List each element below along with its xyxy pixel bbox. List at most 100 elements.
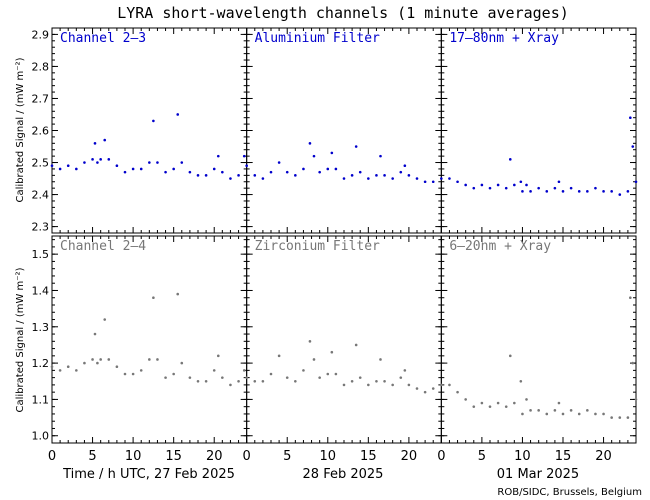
data-point [358, 170, 362, 174]
y-tick-label: 1.4 [32, 284, 50, 297]
data-point [204, 174, 208, 177]
x-tick-label: 15 [555, 449, 572, 464]
data-point [504, 405, 508, 408]
x-tick-label: 0 [243, 449, 251, 464]
data-point [93, 142, 97, 145]
data-point [66, 164, 70, 168]
day-label-3: 01 Mar 2025 [497, 467, 579, 482]
data-point [58, 167, 62, 171]
data-point [334, 167, 338, 171]
data-point [367, 177, 370, 180]
data-point [431, 180, 435, 184]
data-point [172, 167, 175, 171]
data-point [156, 358, 159, 361]
data-point [561, 412, 565, 416]
data-point [448, 177, 451, 180]
data-point [569, 409, 573, 412]
day-label-2: 28 Feb 2025 [303, 467, 384, 482]
data-point [229, 383, 232, 387]
data-point [594, 412, 597, 416]
data-point [148, 358, 151, 361]
data-point [212, 167, 216, 171]
x-tick-label: 10 [320, 449, 337, 464]
data-point [221, 170, 224, 174]
data-point [472, 405, 476, 408]
data-point [375, 174, 378, 177]
data-point [431, 387, 435, 390]
data-point [164, 170, 167, 174]
data-point [152, 296, 155, 300]
data-point [496, 183, 500, 187]
data-point [176, 113, 180, 116]
data-point [180, 161, 184, 164]
data-point [103, 138, 107, 142]
y-tick-label: 2.3 [32, 221, 50, 234]
data-point [245, 164, 248, 168]
data-point [115, 164, 119, 168]
data-point [519, 180, 523, 184]
data-point [107, 358, 111, 361]
data-point [50, 365, 54, 369]
data-point [350, 174, 354, 177]
data-point [66, 365, 70, 369]
data-point [440, 177, 443, 180]
x-tick-label: 5 [283, 449, 291, 464]
data-point [358, 376, 362, 379]
data-point [354, 343, 358, 347]
panel-frame [51, 235, 248, 444]
data-point [577, 190, 581, 193]
data-point [99, 158, 102, 161]
data-point [629, 116, 632, 119]
data-point [529, 409, 532, 412]
data-point [294, 379, 297, 383]
data-point [302, 369, 305, 372]
data-point [391, 383, 394, 387]
data-point [342, 383, 346, 387]
data-point [156, 161, 159, 164]
data-point [537, 409, 540, 412]
data-point [383, 174, 386, 177]
y-tick-label: 1.2 [32, 357, 50, 370]
data-point [415, 387, 419, 390]
data-point [96, 161, 99, 164]
data-point [164, 376, 167, 379]
data-point [237, 379, 240, 383]
data-point [448, 383, 451, 387]
data-point [176, 292, 180, 296]
x-tick-label: 20 [595, 449, 612, 464]
data-point [285, 170, 289, 174]
data-point [618, 416, 622, 419]
x-tick-label: 10 [125, 449, 142, 464]
y-tick-label: 2.9 [32, 28, 50, 41]
data-point [508, 158, 512, 161]
data-point [216, 354, 220, 358]
x-tick-label: 5 [478, 449, 486, 464]
x-tick-label: 0 [48, 449, 56, 464]
y-tick-label: 2.8 [32, 60, 50, 73]
data-point [242, 369, 246, 372]
data-point [123, 170, 127, 174]
panel-frame [51, 27, 248, 234]
y-tick-label: 1.5 [32, 248, 50, 261]
y-tick-label: 1.0 [32, 430, 50, 443]
chart-marks: 2.3 2.4 2.5 2.6 2.7 2.8 2.9 Channel 2–3 Aluminiu… [32, 27, 638, 464]
credit-label: ROB/SIDC, Brussels, Belgium [497, 487, 642, 498]
data-point [407, 174, 411, 177]
data-point [269, 170, 273, 174]
data-point [350, 379, 354, 383]
data-point [302, 167, 305, 171]
data-point [415, 177, 419, 180]
panel-label: Zirconium Filter [255, 239, 380, 254]
data-point [618, 193, 622, 196]
data-point [99, 358, 102, 361]
x-tick-label: 20 [401, 449, 418, 464]
data-point [180, 361, 184, 365]
data-point [399, 376, 403, 379]
data-point [634, 180, 638, 184]
data-point [334, 372, 338, 376]
data-point [403, 369, 407, 372]
panel-label: Channel 2–4 [60, 239, 146, 254]
day-label-1: Time / h UTC, 27 Feb 2025 [62, 467, 235, 482]
data-point [525, 398, 528, 401]
